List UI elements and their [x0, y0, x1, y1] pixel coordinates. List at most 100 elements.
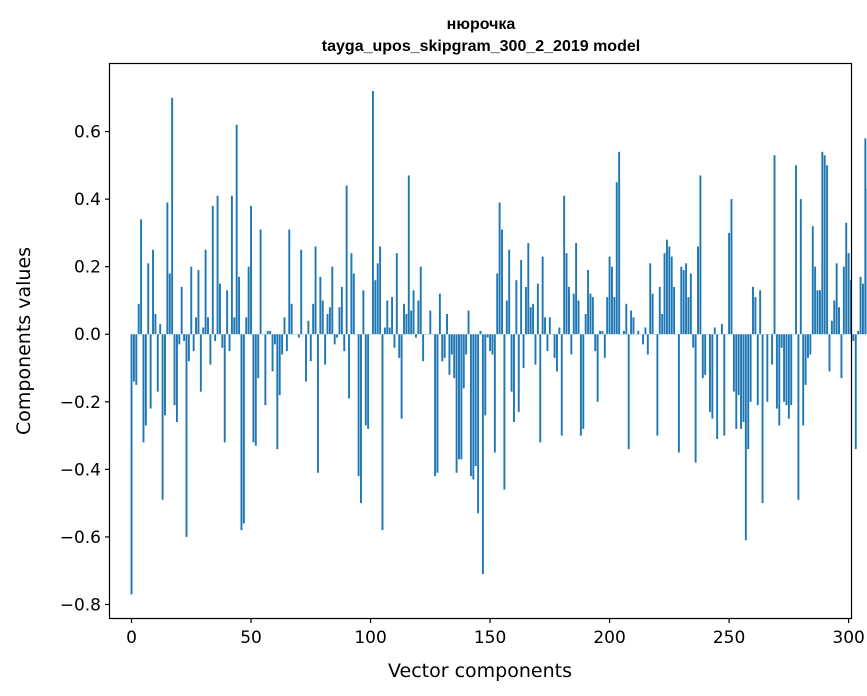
bar-67	[290, 303, 293, 335]
bar-253	[735, 334, 738, 429]
bar-1	[132, 334, 135, 382]
bar-10	[154, 313, 157, 335]
bar-237	[697, 246, 699, 335]
bar-234	[689, 273, 692, 335]
bar-20	[178, 334, 181, 345]
bar-93	[352, 273, 355, 335]
bar-275	[787, 334, 790, 419]
bar-105	[381, 334, 384, 531]
bar-280	[799, 199, 802, 335]
bar-167	[529, 307, 532, 335]
bar-30	[202, 327, 205, 335]
bar-149	[486, 334, 489, 338]
bar-293	[830, 320, 833, 335]
bar-189	[582, 334, 585, 429]
bar-193	[591, 297, 594, 335]
bar-295	[835, 263, 838, 335]
bar-243	[711, 334, 714, 419]
bar-119	[415, 334, 417, 338]
chart-subtitle: tayga_upos_skipgram_300_2_2019 model	[322, 38, 640, 55]
bar-41	[228, 334, 231, 352]
bar-168	[532, 303, 535, 335]
bar-50	[250, 205, 252, 335]
bar-210	[632, 317, 635, 335]
bar-180	[560, 334, 563, 436]
bar-276	[790, 334, 793, 406]
bar-48	[245, 317, 248, 335]
bar-229	[677, 334, 680, 453]
bar-71	[300, 249, 303, 335]
bar-5	[142, 334, 145, 443]
bar-12	[159, 324, 162, 335]
bar-143	[472, 334, 475, 480]
y-tick-label-2: −0.4	[60, 460, 101, 480]
bar-212	[637, 330, 640, 335]
bar-305	[859, 276, 862, 335]
bar-236	[694, 334, 697, 463]
bar-85	[333, 334, 336, 345]
bar-63	[281, 334, 284, 355]
bar-263	[759, 290, 762, 335]
bar-226	[670, 256, 673, 335]
bar-104	[379, 246, 382, 335]
bar-24	[187, 334, 190, 362]
bar-214	[642, 334, 644, 345]
bar-300	[847, 253, 850, 335]
bar-289	[821, 151, 824, 335]
bar-139	[462, 334, 465, 389]
bar-239	[701, 334, 704, 379]
x-tick-label-0: 0	[126, 628, 137, 648]
bar-159	[510, 334, 513, 392]
bar-26	[192, 334, 195, 352]
bar-142	[469, 334, 472, 477]
bar-42	[230, 195, 233, 335]
bar-182	[565, 253, 568, 335]
bar-75	[309, 334, 312, 362]
bar-121	[419, 266, 422, 335]
bar-298	[842, 266, 845, 335]
x-axis-ticks: 0 50 100 150 200 250 300	[126, 618, 865, 648]
bar-4	[140, 219, 143, 335]
bar-130	[441, 334, 444, 362]
bar-306	[862, 283, 864, 335]
bar-158	[508, 249, 511, 335]
bar-156	[503, 334, 506, 490]
bar-64	[283, 317, 286, 335]
bar-53	[257, 334, 260, 379]
bar-235	[692, 334, 695, 348]
bar-304	[857, 330, 860, 335]
bar-274	[785, 334, 788, 406]
bar-231	[682, 270, 685, 335]
bar-89	[343, 334, 346, 352]
bar-117	[410, 310, 413, 335]
bar-141	[467, 310, 470, 335]
bar-240	[704, 334, 707, 375]
bar-250	[728, 232, 731, 335]
bar-178	[556, 334, 558, 372]
bar-297	[840, 334, 843, 379]
bar-131	[443, 334, 446, 358]
bar-70	[297, 334, 300, 338]
bar-188	[579, 334, 582, 436]
bar-221	[658, 286, 661, 335]
bar-155	[501, 229, 503, 335]
bar-194	[594, 334, 597, 352]
bar-134	[450, 334, 453, 355]
bar-261	[754, 297, 757, 335]
bar-102	[374, 280, 377, 335]
bar-86	[336, 334, 339, 338]
bar-224	[665, 239, 668, 335]
bar-147	[481, 334, 484, 575]
bar-185	[572, 293, 575, 335]
bar-16	[168, 273, 171, 335]
bar-11	[156, 334, 159, 392]
bar-9	[152, 249, 154, 335]
bar-82	[326, 313, 329, 335]
bar-14	[164, 334, 166, 416]
bar-145	[477, 334, 480, 514]
chart-title: нюрочка	[447, 16, 516, 33]
bar-56	[264, 334, 267, 406]
bar-65	[285, 334, 288, 352]
bar-95	[357, 334, 360, 477]
bar-179	[558, 327, 561, 335]
